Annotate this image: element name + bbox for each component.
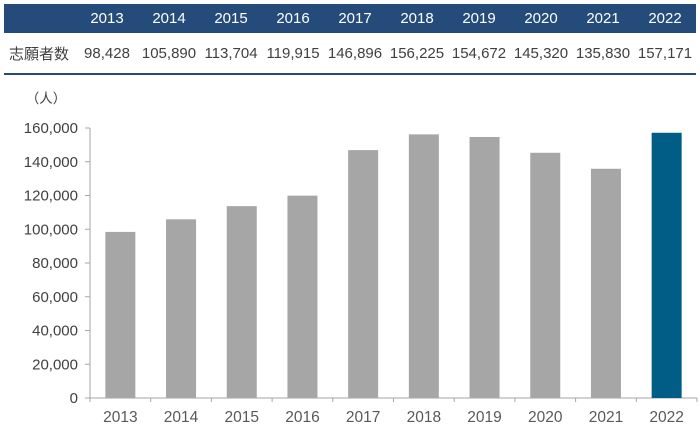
year-header-2017: 2017 — [324, 4, 386, 33]
bar-chart: （人） 0 20,000 40,000 60,000 80,000 100,000 120,0… — [24, 91, 698, 426]
y-tick-label: 100,000 — [24, 221, 78, 238]
x-tick-label-2020: 2020 — [528, 409, 563, 426]
year-header-2019: 2019 — [448, 4, 510, 33]
bar-2020 — [530, 152, 561, 398]
y-tick-label: 140,000 — [24, 154, 78, 171]
x-tick-label-2017: 2017 — [346, 409, 380, 426]
bar-2016 — [287, 195, 318, 398]
x-tick-label-2018: 2018 — [407, 409, 441, 426]
applicants-table: 2013 2014 2015 2016 2017 2018 2019 2020 2021 2022… — [4, 4, 696, 75]
y-tick-label: 160,000 — [24, 120, 78, 137]
x-tick-label-2015: 2015 — [225, 409, 259, 426]
table-header-corner — [4, 4, 76, 33]
bar-2019 — [469, 136, 500, 398]
value-cell-2019: 154,672 — [448, 33, 510, 75]
year-header-2014: 2014 — [138, 4, 200, 33]
bar-2013 — [105, 231, 136, 398]
x-tick-label-2019: 2019 — [467, 409, 501, 426]
year-header-2018: 2018 — [386, 4, 448, 33]
value-cell-2014: 105,890 — [138, 33, 200, 75]
year-header-2015: 2015 — [200, 4, 262, 33]
y-tick-label: 80,000 — [32, 255, 78, 272]
table-header-row: 2013 2014 2015 2016 2017 2018 2019 2020 2021 2022 — [4, 4, 696, 33]
bar-2015 — [226, 206, 257, 398]
year-header-2021: 2021 — [572, 4, 634, 33]
x-tick-label-2016: 2016 — [285, 409, 319, 426]
value-cell-2018: 156,225 — [386, 33, 448, 75]
year-header-2020: 2020 — [510, 4, 572, 33]
value-cell-2020: 145,320 — [510, 33, 572, 75]
y-tick-label: 0 — [70, 390, 78, 407]
year-header-2013: 2013 — [76, 4, 138, 33]
value-cell-2022: 157,171 — [634, 33, 696, 75]
y-tick-label: 20,000 — [32, 356, 78, 373]
bar-2014 — [166, 219, 197, 398]
value-cell-2017: 146,896 — [324, 33, 386, 75]
value-cell-2013: 98,428 — [76, 33, 138, 75]
x-tick-label-2022: 2022 — [649, 409, 683, 426]
bar-2017 — [348, 150, 379, 398]
x-tick-label-2013: 2013 — [103, 409, 137, 426]
row-label: 志願者数 — [4, 33, 76, 75]
bar-2021 — [590, 168, 621, 398]
bar-2022 — [651, 132, 682, 399]
year-header-2016: 2016 — [262, 4, 324, 33]
x-tick-label-2021: 2021 — [589, 409, 623, 426]
value-cell-2016: 119,915 — [262, 33, 324, 75]
value-cell-2015: 113,704 — [200, 33, 262, 75]
y-tick-label: 60,000 — [32, 289, 78, 306]
y-tick-label: 40,000 — [32, 323, 78, 340]
bar-2018 — [408, 134, 439, 399]
table-value-row: 志願者数 98,428 105,890 113,704 119,915 146,896 1… — [4, 33, 696, 75]
value-cell-2021: 135,830 — [572, 33, 634, 75]
year-header-2022: 2022 — [634, 4, 696, 33]
y-axis-unit-label: （人） — [26, 91, 67, 106]
y-tick-label: 120,000 — [24, 188, 78, 205]
x-tick-label-2014: 2014 — [164, 409, 199, 426]
